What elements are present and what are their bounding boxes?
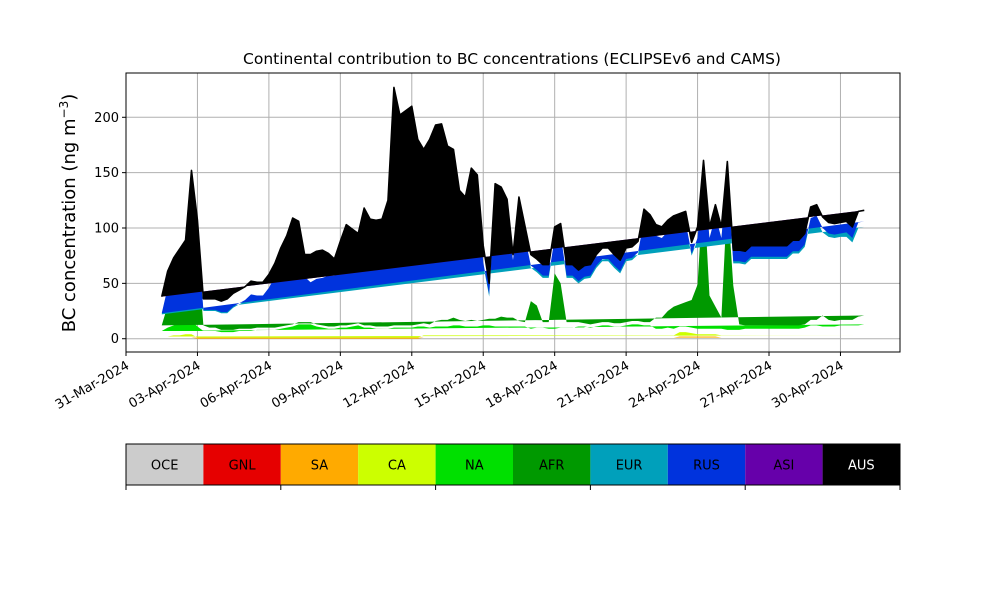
legend-frame <box>125 443 901 486</box>
chart-title: Continental contribution to BC concentra… <box>243 50 781 68</box>
legend-swatch-rus <box>667 444 746 485</box>
y-axis-ticks: 0 50 100 150 200 <box>94 111 126 347</box>
area-na <box>161 318 865 333</box>
x-tick-label: 31-Mar-2024 <box>53 358 132 412</box>
stacked-areas <box>161 87 865 339</box>
legend-label-rus: RUS <box>693 459 720 474</box>
legend-swatch-sa <box>280 444 359 485</box>
total-line <box>160 86 865 302</box>
legend-swatch-eur <box>590 444 668 485</box>
x-tick-label: 27-Apr-2024 <box>698 358 775 411</box>
total-outline <box>160 86 865 302</box>
y-tick-label: 0 <box>111 332 119 347</box>
legend-label-na: NA <box>465 459 484 474</box>
legend-label-sa: SA <box>311 459 328 474</box>
legend-label-gnl: GNL <box>229 459 257 474</box>
legend-swatch-na <box>435 444 513 485</box>
area-sa <box>161 336 865 339</box>
y-tick-label: 100 <box>94 222 119 237</box>
x-tick-label: 18-Apr-2024 <box>484 358 561 411</box>
x-tick-label: 30-Apr-2024 <box>769 358 846 411</box>
y-axis-label: BC concentration (ng m−3) <box>57 94 80 333</box>
legend-label-afr: AFR <box>539 459 564 474</box>
legend-label-aus: AUS <box>848 459 875 474</box>
legend-swatch-oce <box>126 444 204 485</box>
y-tick-label: 50 <box>102 277 119 292</box>
x-tick-label: 21-Apr-2024 <box>555 358 632 411</box>
y-tick-label: 200 <box>94 111 119 126</box>
legend-label-oce: OCE <box>151 459 179 474</box>
plot-frame <box>125 72 901 353</box>
legend-colorbar: OCE GNL SA CA NA AFR EUR RUS ASI AUS <box>125 443 901 490</box>
x-axis-ticks: 31-Mar-202403-Apr-202406-Apr-202409-Apr-… <box>53 352 846 413</box>
legend-label-eur: EUR <box>616 459 643 474</box>
x-tick-label: 03-Apr-2024 <box>126 358 203 411</box>
x-tick-label: 15-Apr-2024 <box>412 358 489 411</box>
x-tick-label: 24-Apr-2024 <box>626 358 703 411</box>
area-ca <box>161 332 865 338</box>
legend-label-asi: ASI <box>773 459 794 474</box>
legend-swatch-asi <box>745 444 823 485</box>
legend-swatch-ca <box>358 444 436 485</box>
y-tick-label: 150 <box>94 166 119 181</box>
legend-swatch-gnl <box>203 444 281 485</box>
legend-swatch-aus <box>822 444 900 485</box>
legend-label-ca: CA <box>388 459 406 474</box>
x-tick-label: 12-Apr-2024 <box>341 358 418 411</box>
x-tick-label: 09-Apr-2024 <box>269 358 346 411</box>
legend-swatch-afr <box>513 444 591 485</box>
x-tick-label: 06-Apr-2024 <box>198 358 275 411</box>
grid <box>125 73 900 352</box>
